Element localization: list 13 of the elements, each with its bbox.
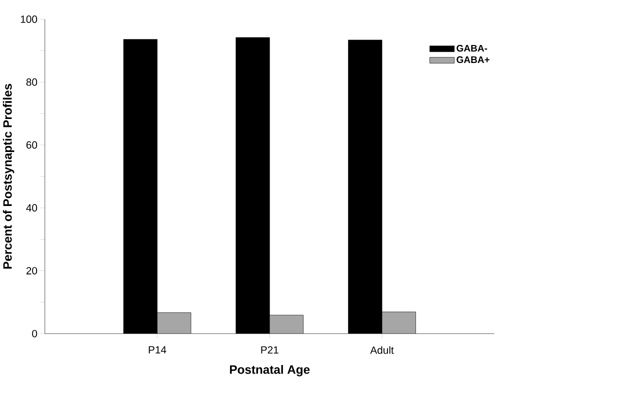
y-tick-label: 60 bbox=[26, 141, 38, 149]
legend-label: GABA- bbox=[456, 44, 488, 52]
x-axis-title: Postnatal Age bbox=[230, 365, 310, 376]
y-tick-label: 20 bbox=[26, 267, 38, 274]
y-tick-label: 40 bbox=[26, 204, 38, 212]
y-tick-label: 0 bbox=[32, 330, 38, 338]
x-tick-label: P14 bbox=[148, 346, 166, 354]
x-tick-label: P21 bbox=[261, 346, 278, 354]
y-tick-label: 100 bbox=[20, 16, 38, 23]
legend-label: GABA+ bbox=[456, 56, 490, 64]
y-tick-label: 80 bbox=[26, 78, 38, 86]
x-tick-label: Adult bbox=[370, 346, 394, 354]
y-axis-title: Percent of Postsynaptic Profiles bbox=[2, 84, 14, 269]
